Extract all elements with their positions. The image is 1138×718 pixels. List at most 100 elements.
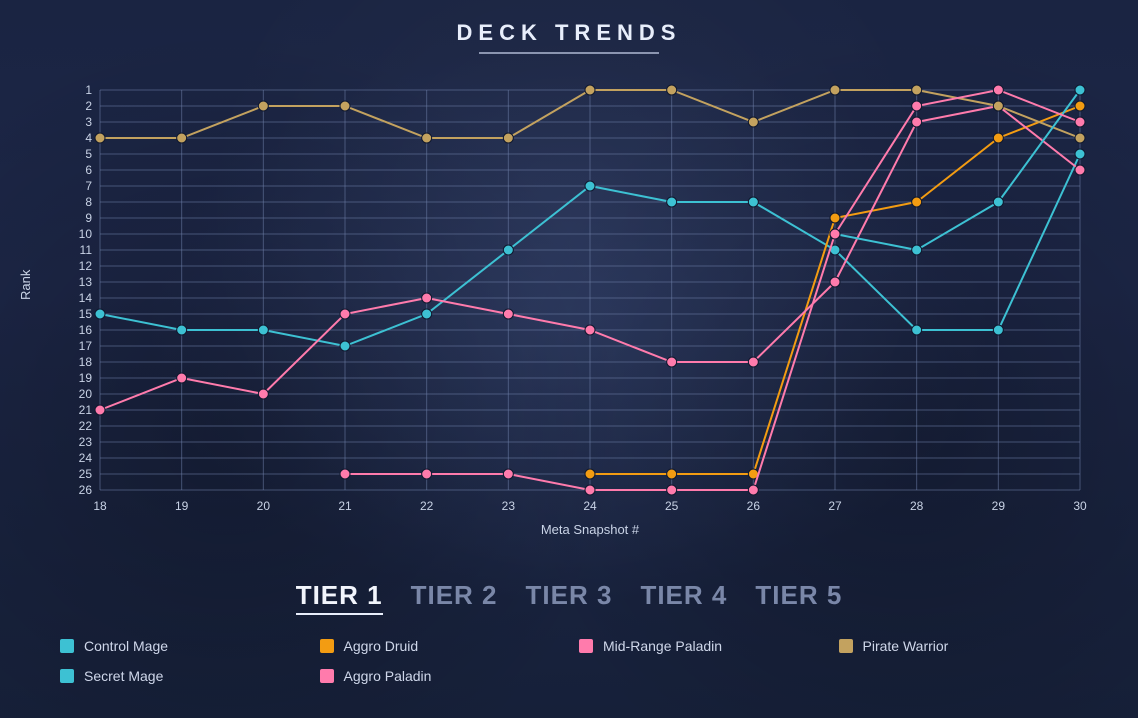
series-point[interactable] [422,469,432,479]
series-point[interactable] [993,325,1003,335]
y-tick-label: 12 [79,259,93,273]
legend-label: Aggro Paladin [344,668,432,684]
x-tick-label: 23 [502,499,516,513]
series-point[interactable] [912,101,922,111]
x-tick-label: 28 [910,499,924,513]
series-point[interactable] [503,469,513,479]
series-point[interactable] [667,469,677,479]
series-point[interactable] [585,485,595,495]
series-point[interactable] [258,101,268,111]
series-point[interactable] [830,213,840,223]
y-tick-label: 18 [79,355,93,369]
x-tick-label: 25 [665,499,679,513]
y-tick-label: 8 [85,195,92,209]
y-tick-label: 25 [79,467,93,481]
series-point[interactable] [667,197,677,207]
tier-tab-3[interactable]: TIER 3 [526,580,613,611]
tier-tab-2[interactable]: TIER 2 [411,580,498,611]
series-point[interactable] [422,293,432,303]
series-point[interactable] [912,197,922,207]
legend-item-2[interactable]: Mid-Range Paladin [579,638,839,654]
series-point[interactable] [340,341,350,351]
y-tick-label: 2 [85,99,92,113]
series-point[interactable] [912,85,922,95]
series-point[interactable] [912,325,922,335]
legend-item-1[interactable]: Aggro Druid [320,638,580,654]
series-point[interactable] [830,277,840,287]
x-tick-label: 19 [175,499,189,513]
series-point[interactable] [177,325,187,335]
series-point[interactable] [993,101,1003,111]
y-tick-label: 7 [85,179,92,193]
series-point[interactable] [1075,133,1085,143]
legend-item-5[interactable]: Aggro Paladin [320,668,580,684]
series-point[interactable] [912,245,922,255]
series-point[interactable] [95,133,105,143]
series-point[interactable] [585,325,595,335]
legend-label: Pirate Warrior [863,638,949,654]
series-point[interactable] [340,309,350,319]
legend-swatch [60,639,74,653]
series-point[interactable] [422,309,432,319]
series-point[interactable] [95,309,105,319]
tier-tab-5[interactable]: TIER 5 [755,580,842,611]
title-underline [479,52,659,54]
series-line-5 [345,90,1080,490]
x-tick-label: 21 [338,499,352,513]
legend-item-0[interactable]: Control Mage [60,638,320,654]
series-point[interactable] [503,245,513,255]
x-tick-label: 24 [583,499,597,513]
series-point[interactable] [1075,149,1085,159]
y-tick-label: 9 [85,211,92,225]
series-point[interactable] [503,309,513,319]
x-tick-label: 27 [828,499,842,513]
series-point[interactable] [667,85,677,95]
y-tick-label: 14 [79,291,93,305]
legend-swatch [839,639,853,653]
series-point[interactable] [667,485,677,495]
legend-item-4[interactable]: Secret Mage [60,668,320,684]
series-point[interactable] [1075,117,1085,127]
x-tick-label: 20 [257,499,271,513]
series-point[interactable] [667,357,677,367]
series-point[interactable] [503,133,513,143]
gridlines: 1234567891011121314151617181920212223242… [79,83,1087,513]
series-point[interactable] [912,117,922,127]
y-tick-label: 4 [85,131,92,145]
series-point[interactable] [585,469,595,479]
series-point[interactable] [177,133,187,143]
series-point[interactable] [258,325,268,335]
y-tick-label: 22 [79,419,93,433]
series-point[interactable] [748,197,758,207]
series-point[interactable] [993,85,1003,95]
series-point[interactable] [1075,101,1085,111]
series-point[interactable] [177,373,187,383]
series-point[interactable] [748,117,758,127]
legend-label: Mid-Range Paladin [603,638,722,654]
series-point[interactable] [830,85,840,95]
series-point[interactable] [585,181,595,191]
chart-title-text: DECK TRENDS [457,20,682,45]
series-point[interactable] [993,197,1003,207]
series-point[interactable] [340,469,350,479]
series-point[interactable] [830,229,840,239]
x-tick-label: 30 [1073,499,1087,513]
series-point[interactable] [95,405,105,415]
series-point[interactable] [585,85,595,95]
series-point[interactable] [748,357,758,367]
tier-tab-4[interactable]: TIER 4 [640,580,727,611]
y-tick-label: 19 [79,371,93,385]
series-point[interactable] [748,485,758,495]
x-tick-label: 29 [992,499,1006,513]
legend: Control MageAggro Druid Mid-Range Paladin… [60,638,1098,684]
series-point[interactable] [422,133,432,143]
x-tick-label: 18 [93,499,107,513]
series-point[interactable] [993,133,1003,143]
y-tick-label: 21 [79,403,93,417]
series-point[interactable] [340,101,350,111]
series-point[interactable] [1075,165,1085,175]
tier-tab-1[interactable]: TIER 1 [296,580,383,615]
series-point[interactable] [1075,85,1085,95]
series-point[interactable] [258,389,268,399]
legend-item-3[interactable]: Pirate Warrior [839,638,1099,654]
